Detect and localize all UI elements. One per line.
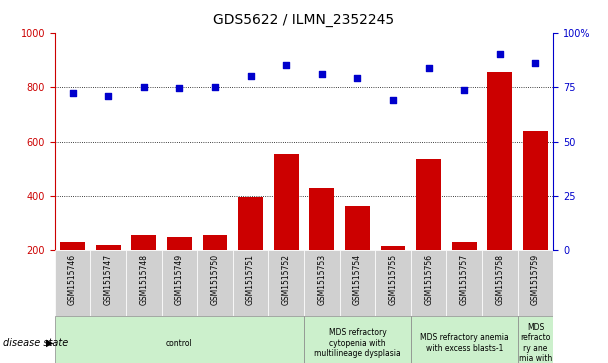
- Bar: [345, 205, 370, 305]
- Bar: [233, 250, 268, 316]
- Text: GSM1515759: GSM1515759: [531, 254, 540, 305]
- Bar: [411, 250, 446, 316]
- Point: [424, 65, 434, 71]
- Text: GSM1515756: GSM1515756: [424, 254, 433, 305]
- Bar: [416, 159, 441, 305]
- Text: GSM1515757: GSM1515757: [460, 254, 469, 305]
- Bar: [488, 72, 513, 305]
- Text: disease state: disease state: [3, 338, 68, 348]
- Text: MDS refractory anemia
with excess blasts-1: MDS refractory anemia with excess blasts…: [420, 333, 509, 353]
- Point: [282, 62, 291, 68]
- Bar: [274, 154, 299, 305]
- Bar: [482, 250, 517, 316]
- Text: MDS refractory
cytopenia with
multilineage dysplasia: MDS refractory cytopenia with multilinea…: [314, 328, 401, 358]
- Text: GSM1515750: GSM1515750: [210, 254, 219, 305]
- Text: GSM1515747: GSM1515747: [103, 254, 112, 305]
- Text: MDS
refracto
ry ane
mia with: MDS refracto ry ane mia with: [519, 323, 552, 363]
- Point: [388, 97, 398, 103]
- Point: [210, 84, 220, 90]
- Bar: [340, 250, 375, 316]
- Bar: [381, 246, 406, 305]
- Bar: [517, 250, 553, 316]
- Text: GSM1515746: GSM1515746: [68, 254, 77, 305]
- Point: [317, 70, 326, 76]
- Bar: [95, 245, 120, 305]
- Bar: [162, 250, 197, 316]
- Bar: [517, 316, 553, 363]
- Bar: [131, 236, 156, 305]
- Bar: [167, 237, 192, 305]
- Bar: [55, 250, 91, 316]
- Point: [495, 52, 505, 57]
- Bar: [126, 250, 162, 316]
- Text: GSM1515758: GSM1515758: [496, 254, 505, 305]
- Text: GSM1515748: GSM1515748: [139, 254, 148, 305]
- Text: GSM1515749: GSM1515749: [175, 254, 184, 305]
- Text: GSM1515753: GSM1515753: [317, 254, 326, 305]
- Point: [353, 75, 362, 81]
- Point: [67, 90, 77, 95]
- Bar: [91, 250, 126, 316]
- Title: GDS5622 / ILMN_2352245: GDS5622 / ILMN_2352245: [213, 13, 395, 28]
- Bar: [304, 250, 340, 316]
- Point: [174, 85, 184, 90]
- Point: [531, 60, 541, 66]
- Bar: [60, 242, 85, 305]
- Bar: [375, 250, 411, 316]
- Bar: [411, 316, 517, 363]
- Point: [460, 87, 469, 93]
- Text: GSM1515755: GSM1515755: [389, 254, 398, 305]
- Bar: [202, 236, 227, 305]
- Point: [246, 73, 255, 79]
- Point: [103, 93, 113, 99]
- Text: GSM1515754: GSM1515754: [353, 254, 362, 305]
- Text: ▶: ▶: [46, 338, 53, 348]
- Bar: [523, 131, 548, 305]
- Bar: [309, 188, 334, 305]
- Bar: [238, 197, 263, 305]
- Text: GSM1515752: GSM1515752: [282, 254, 291, 305]
- Text: control: control: [166, 339, 193, 347]
- Bar: [446, 250, 482, 316]
- Bar: [55, 316, 304, 363]
- Bar: [304, 316, 411, 363]
- Bar: [197, 250, 233, 316]
- Bar: [268, 250, 304, 316]
- Text: GSM1515751: GSM1515751: [246, 254, 255, 305]
- Bar: [452, 242, 477, 305]
- Point: [139, 84, 148, 90]
